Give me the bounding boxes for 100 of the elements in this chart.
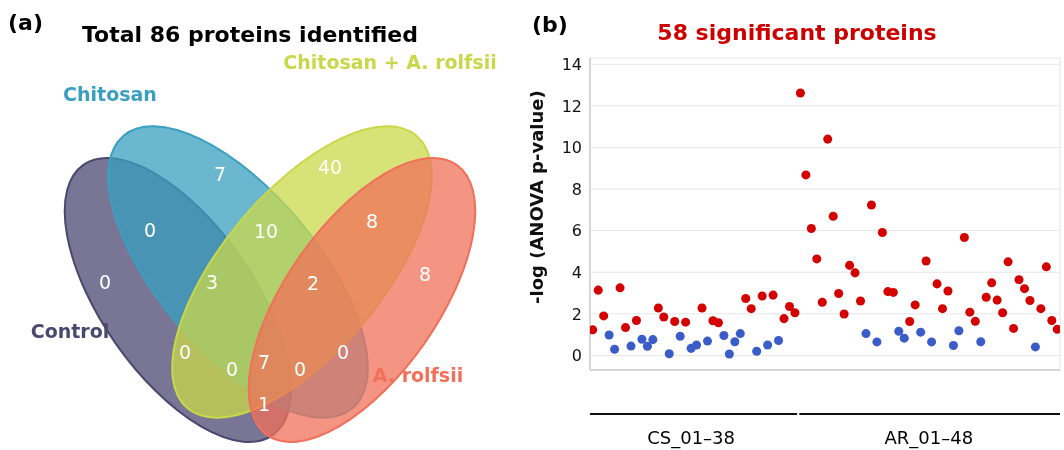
point xyxy=(713,318,723,328)
point xyxy=(850,268,860,278)
point xyxy=(1014,275,1024,285)
text: 8 xyxy=(418,262,432,285)
point xyxy=(626,341,636,351)
text: 0 xyxy=(293,357,307,380)
point xyxy=(992,295,1002,305)
point xyxy=(861,329,871,339)
point xyxy=(702,336,713,346)
point xyxy=(746,304,756,314)
point xyxy=(659,312,669,322)
point xyxy=(943,286,953,296)
y-tick-label: 0 xyxy=(571,346,582,366)
point xyxy=(697,303,707,313)
chart-title: 58 significant proteins xyxy=(657,20,937,45)
point xyxy=(604,330,614,340)
point xyxy=(998,308,1008,318)
point xyxy=(921,256,931,266)
text: AR_01–48 xyxy=(884,427,974,449)
point xyxy=(959,233,969,243)
text: 10 xyxy=(253,219,279,242)
point xyxy=(927,337,937,347)
point xyxy=(1047,315,1057,325)
point xyxy=(735,329,745,339)
point xyxy=(730,337,740,347)
point xyxy=(779,314,789,324)
point xyxy=(910,300,920,310)
y-tick-label: 4 xyxy=(571,262,582,282)
point xyxy=(916,327,926,337)
point xyxy=(724,349,734,359)
point xyxy=(790,308,800,318)
point xyxy=(1009,323,1019,333)
text: 1 xyxy=(257,392,271,415)
point xyxy=(823,134,833,144)
point xyxy=(817,297,827,307)
point xyxy=(899,333,909,343)
point xyxy=(1003,257,1013,267)
point xyxy=(648,335,658,345)
point xyxy=(954,326,964,336)
y-tick-label: 10 xyxy=(561,138,582,158)
point xyxy=(593,285,603,295)
y-tick-label: 6 xyxy=(571,221,582,241)
point xyxy=(642,341,652,351)
point xyxy=(932,279,942,289)
point xyxy=(981,292,991,302)
point xyxy=(757,291,767,301)
text: 8 xyxy=(365,209,379,232)
point xyxy=(866,200,876,210)
point xyxy=(812,254,822,264)
category-label: Control xyxy=(30,320,110,342)
point xyxy=(675,331,685,341)
text: 7 xyxy=(213,162,227,185)
point xyxy=(590,325,598,335)
point xyxy=(1036,304,1046,314)
point xyxy=(768,290,778,300)
point xyxy=(970,316,980,326)
text: 0 xyxy=(225,357,239,380)
text: 0 xyxy=(336,340,350,363)
text: 0 xyxy=(143,218,157,241)
point xyxy=(806,224,816,234)
point xyxy=(1041,262,1051,272)
point xyxy=(877,228,887,238)
point xyxy=(621,323,631,333)
point xyxy=(1052,324,1060,334)
point xyxy=(631,315,641,325)
text: 2 xyxy=(306,271,320,294)
point xyxy=(937,304,948,314)
point xyxy=(795,88,805,98)
text: (b) xyxy=(532,12,568,37)
point xyxy=(741,293,751,303)
y-tick-label: 14 xyxy=(561,54,582,74)
point xyxy=(1025,296,1035,306)
category-label: Chitosan xyxy=(63,83,157,105)
text: 7 xyxy=(257,350,271,373)
point xyxy=(692,340,702,350)
point xyxy=(948,340,958,350)
y-tick-label: 2 xyxy=(571,304,582,324)
point xyxy=(828,211,838,221)
point xyxy=(784,302,794,312)
y-tick-label: 12 xyxy=(561,96,582,116)
point xyxy=(681,317,691,327)
point xyxy=(719,330,729,340)
text: (a) xyxy=(8,10,43,35)
y-axis-title: -log (ANOVA p-value) xyxy=(526,90,548,304)
point xyxy=(774,335,784,345)
point xyxy=(987,278,997,288)
point xyxy=(872,337,882,347)
point xyxy=(599,311,609,321)
point xyxy=(845,260,855,270)
text: 0 xyxy=(178,340,192,363)
point xyxy=(965,307,975,317)
point xyxy=(763,340,773,350)
category-label: Chitosan + A. rolfsii xyxy=(283,51,497,73)
point xyxy=(856,296,866,306)
text: CS_01–38 xyxy=(647,427,736,449)
point xyxy=(801,170,811,180)
point xyxy=(976,337,986,347)
point xyxy=(664,349,674,359)
point xyxy=(653,303,663,313)
text: 0 xyxy=(98,270,112,293)
